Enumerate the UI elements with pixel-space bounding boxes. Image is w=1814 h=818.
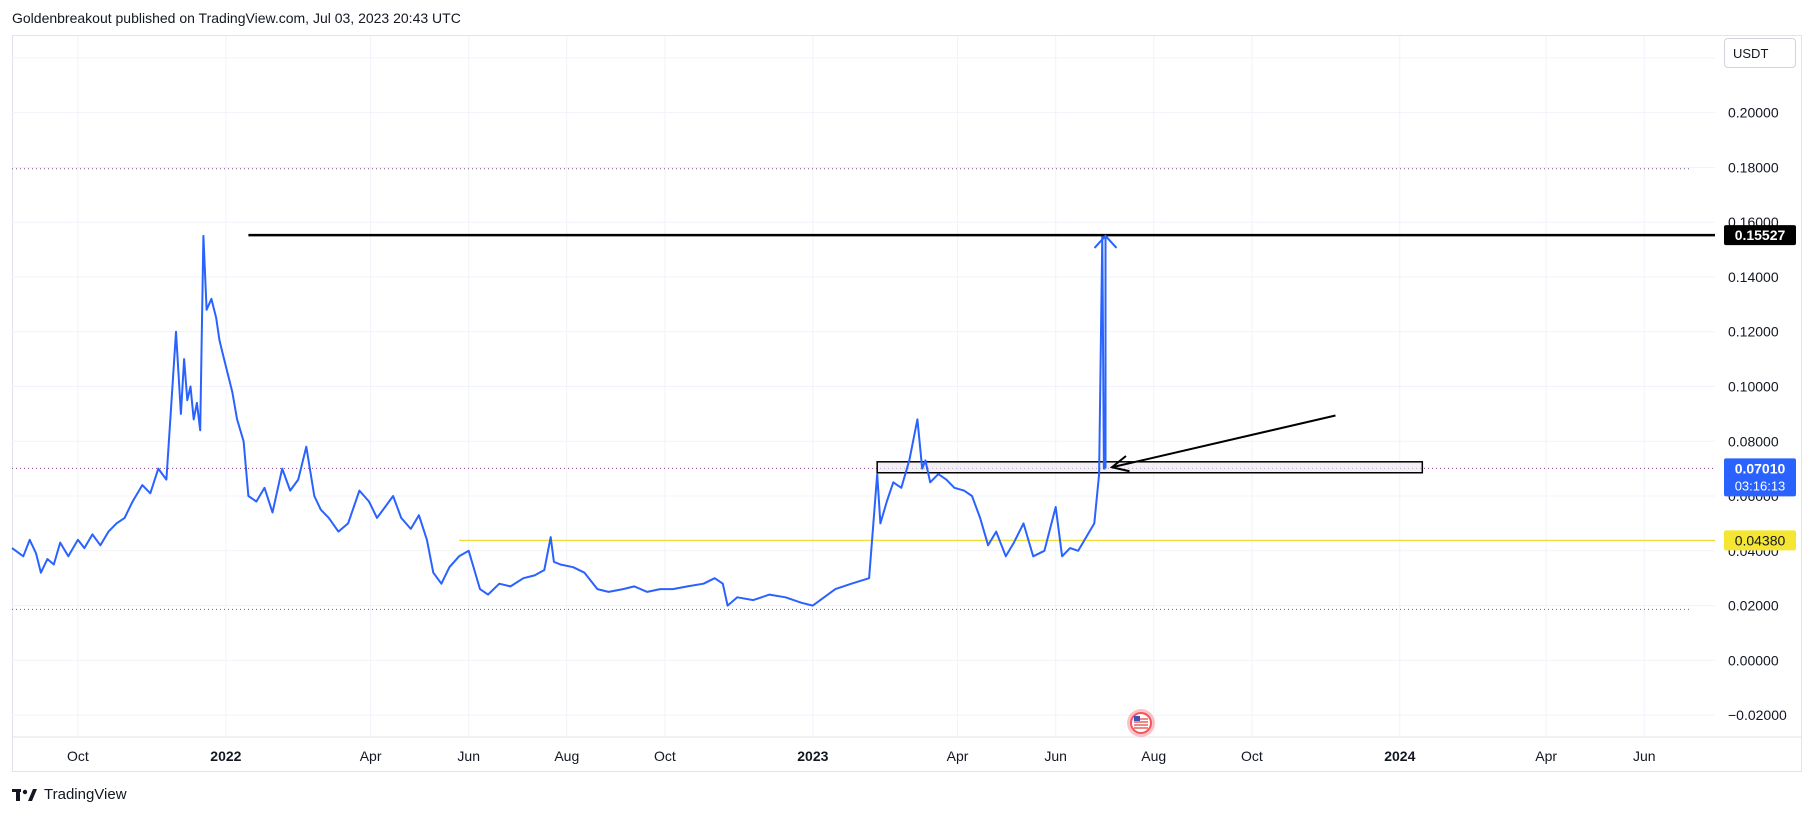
tradingview-footer: TradingView [12, 786, 127, 803]
x-tick-label: Aug [554, 748, 579, 764]
resistance-price-label: 0.15527 [1735, 227, 1786, 243]
x-tick-label: Apr [360, 748, 382, 764]
y-tick-label: 0.18000 [1728, 159, 1779, 175]
x-tick-label: Apr [947, 748, 969, 764]
resistance-price-badge-bg [1724, 225, 1796, 246]
tradingview-brand: TradingView [44, 786, 127, 803]
y-tick-label: 0.10000 [1728, 379, 1779, 395]
current-price-badge-bg [1724, 458, 1796, 497]
breakout-zone-box[interactable] [876, 461, 1424, 474]
projection-arrow-head [1093, 234, 1118, 249]
publication-caption: Goldenbreakout published on TradingView.… [12, 10, 461, 26]
currency-selector[interactable]: USDT [1724, 38, 1796, 68]
bar-countdown-label: 03:16:13 [1735, 478, 1786, 493]
x-tick-label: Apr [1535, 748, 1557, 764]
x-tick-label: Jun [1633, 748, 1656, 764]
y-tick-label: 0.12000 [1728, 324, 1779, 340]
tradingview-logo-icon [12, 788, 37, 801]
pointer-arrow-shaft[interactable] [1111, 414, 1336, 469]
y-tick-label: 0.08000 [1728, 433, 1779, 449]
x-tick-label: 2023 [797, 748, 828, 764]
x-tick-label: Aug [1141, 748, 1166, 764]
support-price-label: 0.04380 [1735, 532, 1786, 548]
x-tick-label: Jun [1044, 748, 1067, 764]
y-tick-label: 0.00000 [1728, 652, 1779, 668]
y-tick-label: 0.02000 [1728, 598, 1779, 614]
price-series-line[interactable] [11, 234, 1106, 607]
x-tick-label: Oct [654, 748, 676, 764]
y-tick-label: 0.20000 [1728, 105, 1779, 121]
y-tick-label: 0.14000 [1728, 269, 1779, 285]
x-tick-label: Jun [457, 748, 480, 764]
pointer-arrow-head [1109, 455, 1130, 473]
current-price-label: 0.07010 [1735, 460, 1786, 476]
chart-frame [12, 35, 1802, 772]
flag-canton [1134, 716, 1140, 721]
x-tick-label: Oct [67, 748, 89, 764]
x-tick-label: 2024 [1384, 748, 1415, 764]
y-tick-label: −0.02000 [1728, 707, 1787, 723]
support-price-badge-bg [1724, 530, 1796, 551]
x-tick-label: 2022 [210, 748, 241, 764]
x-tick-label: Oct [1241, 748, 1263, 764]
